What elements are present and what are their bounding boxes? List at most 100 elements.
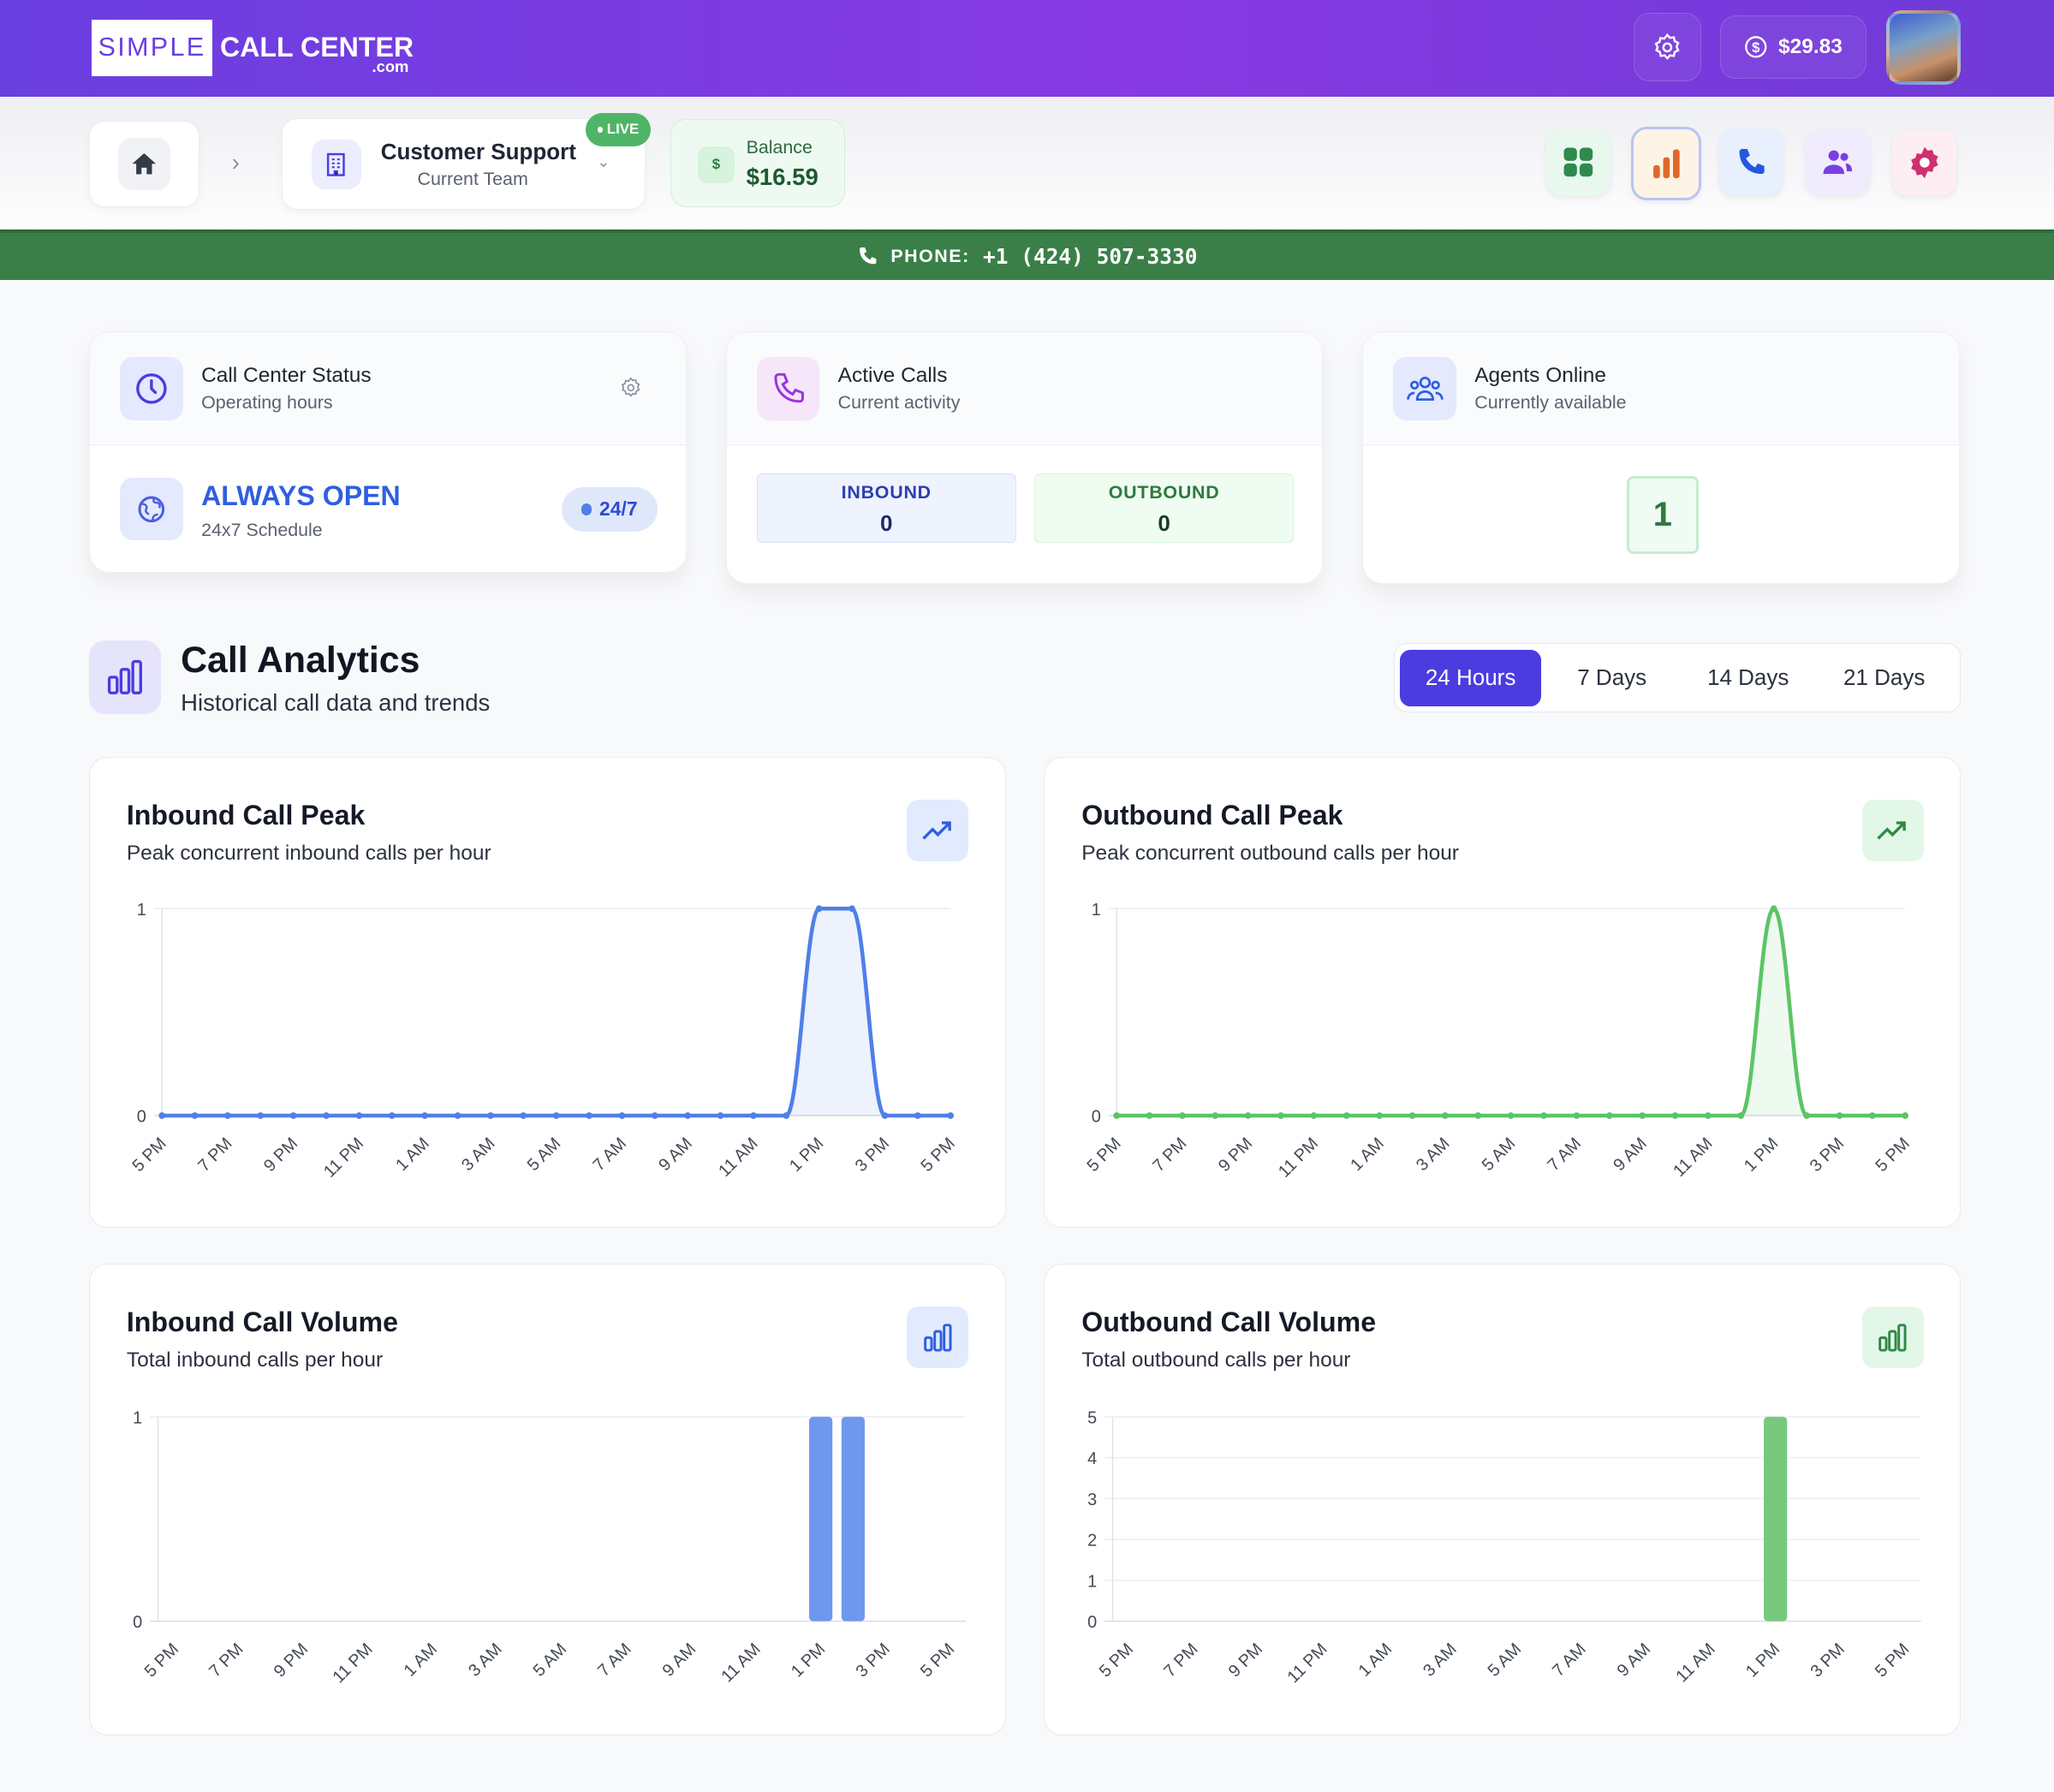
x-tick-label: 11 PM xyxy=(1275,1134,1322,1182)
x-tick-label: 7 AM xyxy=(590,1134,631,1176)
x-tick-label: 5 AM xyxy=(1485,1640,1526,1681)
area-fill xyxy=(1116,908,1906,1116)
tab-7-days[interactable]: 7 Days xyxy=(1577,664,1647,691)
nav-dashboard-button[interactable] xyxy=(1545,128,1611,197)
data-point xyxy=(355,1112,363,1119)
data-point xyxy=(552,1112,560,1119)
nav-settings-button[interactable] xyxy=(1891,128,1957,197)
users-icon xyxy=(1393,357,1456,420)
data-point xyxy=(881,1112,889,1119)
x-tick-label: 11 AM xyxy=(1670,1134,1717,1181)
data-point xyxy=(815,905,823,913)
tab-14-days[interactable]: 14 Days xyxy=(1707,664,1789,691)
data-point xyxy=(1376,1112,1384,1119)
status-settings-button[interactable] xyxy=(619,376,643,406)
team-selector[interactable]: Customer Support Current Team ⌄ xyxy=(281,117,646,210)
dollar-circle-icon: $ xyxy=(1745,36,1767,58)
outbound-volume-card: Outbound Call Volume Total outbound call… xyxy=(1044,1264,1962,1736)
avatar[interactable] xyxy=(1886,10,1962,86)
y-tick-label: 0 xyxy=(137,1108,146,1127)
balance-label: Balance xyxy=(746,137,813,158)
card-subtitle: Currently available xyxy=(1474,392,1627,414)
data-point xyxy=(1343,1112,1351,1119)
bar-chart-icon xyxy=(907,1307,969,1369)
x-tick-label: 1 AM xyxy=(392,1134,433,1176)
x-tick-label: 11 AM xyxy=(717,1640,764,1686)
y-tick-label: 1 xyxy=(1088,1572,1098,1591)
inbound-count: INBOUND 0 xyxy=(756,473,1016,544)
x-tick-label: 11 PM xyxy=(330,1640,377,1687)
data-point xyxy=(224,1112,231,1119)
chevron-down-icon: ⌄ xyxy=(597,152,610,171)
inbound-peak-chart: 0 1 5 PM 7 PM 9 PM 11 PM 1 AM 3 AM 5 AM 7 AM 9 AM 1… xyxy=(128,901,958,1182)
chart-subtitle: Total inbound calls per hour xyxy=(126,1348,384,1372)
phone-icon xyxy=(1739,149,1765,175)
x-tick-label: 7 PM xyxy=(1161,1640,1202,1681)
phone-label: PHONE: xyxy=(890,246,970,267)
account-balance-button[interactable]: $ $29.83 xyxy=(1719,15,1867,79)
data-point xyxy=(717,1112,724,1119)
tab-21-days[interactable]: 21 Days xyxy=(1843,664,1926,691)
y-tick-label: 4 xyxy=(1088,1450,1098,1468)
settings-button[interactable] xyxy=(1633,13,1702,81)
x-tick-label: 11 AM xyxy=(715,1134,761,1181)
clock-icon xyxy=(120,357,183,420)
data-point xyxy=(158,1112,166,1119)
x-tick-label: 9 PM xyxy=(1225,1640,1266,1681)
data-point xyxy=(388,1112,396,1119)
team-subtitle: Current Team xyxy=(417,168,528,189)
x-tick-label: 5 PM xyxy=(917,1640,958,1681)
nav-users-button[interactable] xyxy=(1805,128,1871,197)
schedule-text: 24x7 Schedule xyxy=(201,519,323,540)
tab-24-hours[interactable]: 24 Hours xyxy=(1400,649,1542,706)
outbound-peak-chart: 0 1 5 PM 7 PM 9 PM 11 PM 1 AM 3 AM 5 AM 7 AM 9 AM 1… xyxy=(1084,901,1914,1182)
x-tick-label: 9 AM xyxy=(1610,1134,1652,1176)
nav-calls-button[interactable] xyxy=(1718,128,1784,197)
home-icon xyxy=(132,152,157,175)
data-point xyxy=(750,1112,757,1119)
gear-icon xyxy=(621,377,640,397)
data-point xyxy=(520,1112,527,1119)
x-tick-label: 3 AM xyxy=(458,1134,499,1176)
analytics-title: Call Analytics xyxy=(181,639,420,681)
nav-analytics-button[interactable] xyxy=(1630,127,1702,201)
logo-simple: SIMPLE xyxy=(98,33,206,63)
chart-title: Outbound Call Peak xyxy=(1081,800,1343,831)
data-point xyxy=(848,905,855,913)
data-point xyxy=(1606,1112,1614,1119)
balance-amount: $29.83 xyxy=(1778,35,1843,59)
logo[interactable]: SIMPLE xyxy=(92,19,212,76)
data-point xyxy=(1737,1112,1745,1119)
data-point xyxy=(914,1112,921,1119)
x-tick-label: 5 AM xyxy=(524,1134,565,1176)
logo-text: CALL CENTER xyxy=(220,31,414,63)
home-button[interactable] xyxy=(89,120,199,207)
x-tick-label: 7 PM xyxy=(194,1134,235,1176)
data-point xyxy=(191,1112,199,1119)
data-point xyxy=(586,1112,592,1119)
x-tick-label: 1 AM xyxy=(1348,1134,1389,1176)
x-tick-label: 9 PM xyxy=(260,1134,301,1176)
building-icon xyxy=(311,140,361,190)
y-tick-label: 3 xyxy=(1088,1491,1098,1509)
outbound-peak-card: Outbound Call Peak Peak concurrent outbo… xyxy=(1044,757,1962,1228)
data-point xyxy=(684,1112,692,1119)
phone-number[interactable]: +1 (424) 507-3330 xyxy=(983,244,1198,270)
phone-banner: PHONE: +1 (424) 507-3330 xyxy=(0,229,2054,281)
x-tick-label: 7 AM xyxy=(594,1640,635,1681)
x-tick-label: 3 AM xyxy=(1420,1640,1462,1681)
x-tick-label: 5 AM xyxy=(530,1640,571,1681)
gear-icon xyxy=(1654,33,1680,60)
data-point xyxy=(1574,1112,1581,1119)
team-balance: $ Balance $16.59 xyxy=(670,119,845,207)
data-point xyxy=(1639,1112,1646,1119)
x-tick-label: 1 AM xyxy=(1355,1640,1396,1681)
x-tick-label: 1 PM xyxy=(786,1134,827,1176)
data-point xyxy=(652,1112,658,1119)
team-name: Customer Support xyxy=(380,138,576,164)
data-point xyxy=(1245,1112,1252,1119)
chart-title: Inbound Call Volume xyxy=(126,1307,398,1338)
active-calls-card: Active Calls Current activity INBOUND 0 … xyxy=(725,331,1324,585)
chevron-right-icon: › xyxy=(231,149,240,176)
